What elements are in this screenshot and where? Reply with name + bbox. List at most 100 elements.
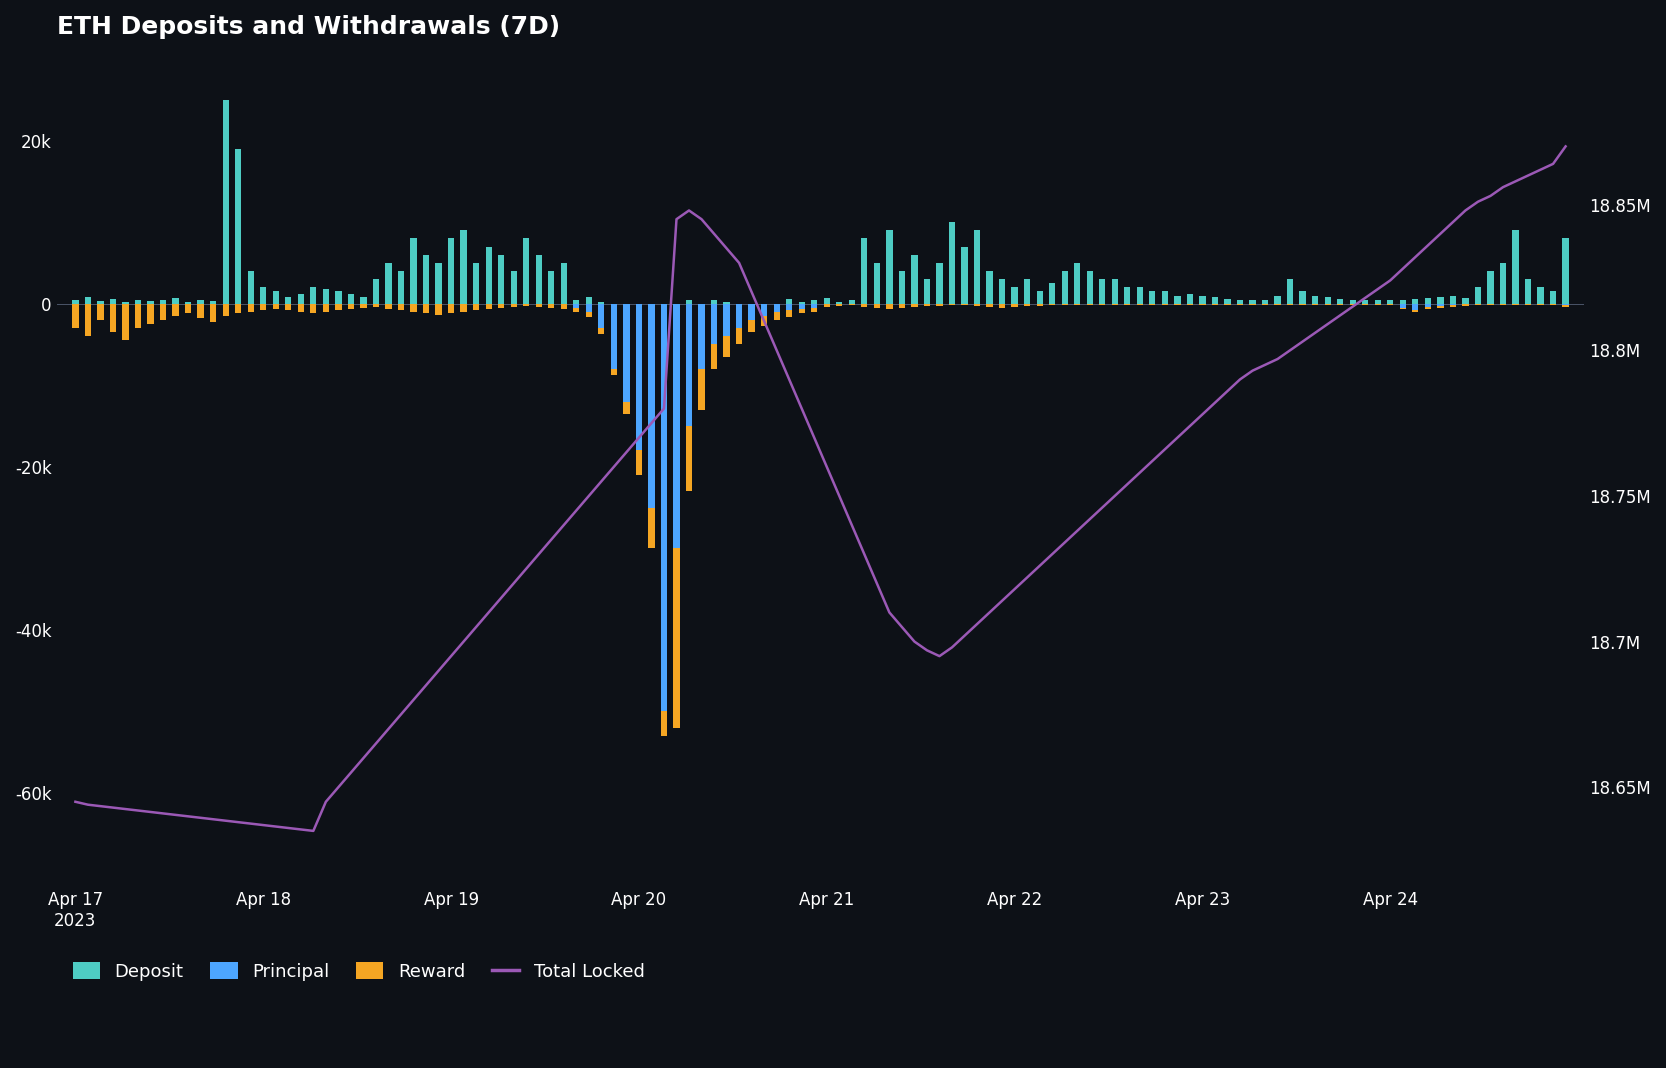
Bar [110,303,117,332]
Bar [1324,303,1331,305]
Bar [798,303,805,309]
Bar [611,368,616,376]
Bar [548,303,555,308]
Bar [1538,303,1544,305]
Bar [360,303,367,308]
Bar [1186,294,1193,303]
Bar [335,292,342,303]
Bar [323,303,328,312]
Bar [510,271,516,303]
Bar [385,303,392,309]
Bar [485,247,491,303]
Bar [210,303,217,321]
Bar [1000,279,1005,303]
Bar [398,271,405,303]
Bar [285,297,292,303]
Bar [823,298,830,303]
Bar [1299,303,1306,305]
Bar [1563,303,1569,305]
Bar [1125,287,1131,303]
Bar [1463,304,1468,307]
Bar [1449,296,1456,303]
Bar [1549,303,1556,305]
Bar [711,303,716,345]
Bar [836,302,843,303]
Bar [1200,296,1206,303]
Bar [773,303,780,312]
Bar [1513,231,1519,303]
Bar [398,303,405,310]
Bar [986,303,993,307]
Bar [1175,296,1181,303]
Bar [298,303,303,312]
Bar [661,711,666,736]
Bar [260,287,267,303]
Bar [936,263,943,303]
Bar [1061,271,1068,303]
Bar [72,303,78,328]
Bar [448,238,455,303]
Bar [1538,287,1544,303]
Bar [223,99,228,303]
Bar [1236,303,1243,305]
Bar [1261,303,1268,305]
Bar [348,303,355,309]
Bar [1111,303,1118,305]
Bar [573,303,580,308]
Bar [1250,303,1256,305]
Bar [623,402,630,413]
Bar [1338,303,1343,305]
Bar [1075,303,1080,305]
Bar [147,303,153,324]
Bar [798,309,805,314]
Bar [1413,299,1418,303]
Bar [248,303,253,312]
Bar [423,255,430,303]
Bar [798,302,805,303]
Bar [898,271,905,303]
Bar [748,303,755,320]
Bar [986,271,993,303]
Bar [548,271,555,303]
Bar [423,303,430,314]
Bar [1036,303,1043,307]
Bar [561,303,566,309]
Bar [147,301,153,303]
Bar [1549,292,1556,303]
Bar [1438,297,1443,303]
Bar [273,303,278,309]
Bar [1513,303,1519,305]
Bar [1186,303,1193,305]
Bar [248,271,253,303]
Bar [711,300,716,303]
Bar [1488,303,1494,305]
Bar [1399,308,1406,310]
Bar [1463,298,1468,303]
Bar [1100,303,1106,305]
Bar [1150,292,1156,303]
Legend: Deposit, Principal, Reward, Total Locked: Deposit, Principal, Reward, Total Locked [65,955,651,988]
Text: ETH Deposits and Withdrawals (7D): ETH Deposits and Withdrawals (7D) [57,15,560,40]
Bar [410,303,416,312]
Bar [1050,283,1055,303]
Bar [348,294,355,303]
Bar [110,299,117,303]
Bar [911,255,918,303]
Bar [85,297,92,303]
Bar [950,222,955,303]
Bar [1313,296,1318,303]
Bar [1225,303,1231,305]
Bar [1563,305,1569,307]
Bar [1000,303,1005,308]
Bar [873,303,880,308]
Bar [1399,300,1406,303]
Bar [961,303,968,305]
Bar [1563,238,1569,303]
Bar [1211,303,1218,305]
Bar [1061,303,1068,305]
Bar [861,303,868,307]
Bar [686,300,691,303]
Bar [1449,303,1456,305]
Bar [786,310,793,317]
Bar [1413,310,1418,312]
